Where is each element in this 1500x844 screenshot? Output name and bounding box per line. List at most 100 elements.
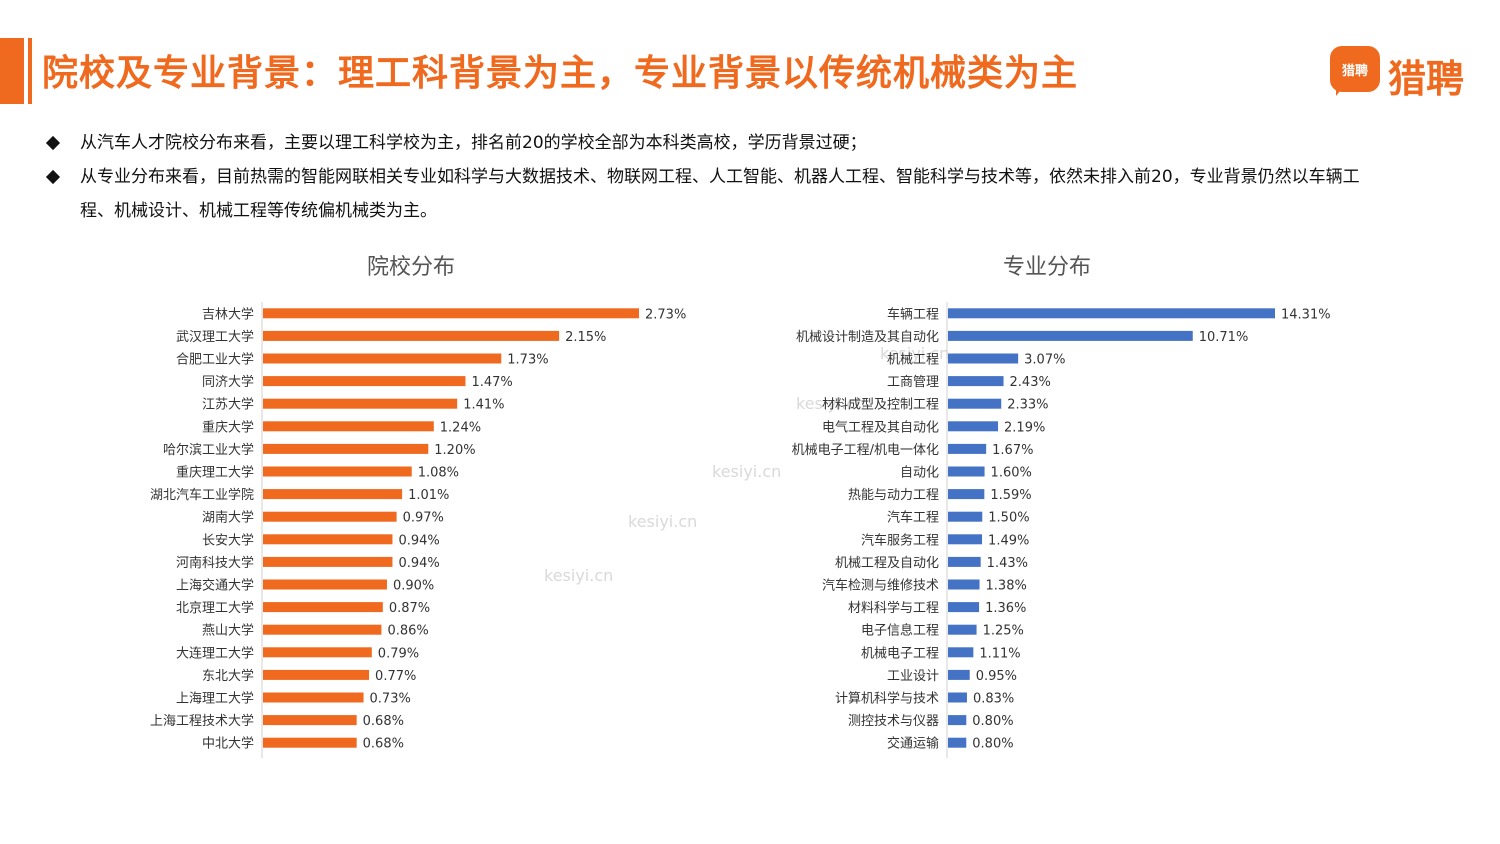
data-label: 2.43% [1010, 375, 1051, 390]
category-label: 机械电子工程/机电一体化 [792, 443, 939, 458]
bar [948, 330, 1193, 341]
category-label: 河南科技大学 [176, 555, 254, 571]
bullet-text: 从专业分布来看，目前热需的智能网联相关专业如科学与大数据技术、物联网工程、人工智… [80, 167, 1360, 221]
bar [263, 443, 429, 454]
bullet-item: 从专业分布来看，目前热需的智能网联相关专业如科学与大数据技术、物联网工程、人工智… [44, 160, 1374, 228]
data-label: 2.19% [1004, 420, 1045, 435]
category-label: 汽车工程 [887, 510, 939, 526]
bar [948, 624, 977, 635]
bar [263, 466, 412, 477]
bar [263, 669, 370, 680]
category-label: 机械工程 [887, 353, 939, 368]
data-label: 10.71% [1199, 330, 1249, 345]
category-label: 上海交通大学 [176, 578, 254, 594]
data-label: 1.11% [979, 646, 1020, 661]
category-label: 燕山大学 [202, 623, 254, 639]
bar [263, 737, 357, 748]
data-label: 1.01% [408, 488, 449, 503]
data-label: 0.83% [973, 692, 1014, 707]
data-label: 0.68% [363, 737, 404, 752]
bar [948, 511, 983, 522]
data-label: 1.36% [985, 601, 1026, 616]
bar [948, 308, 1275, 319]
watermark: kesiyi.cn [880, 344, 950, 363]
bar [948, 647, 974, 658]
page-title: 院校及专业背景：理工科背景为主，专业背景以传统机械类为主 [42, 53, 1079, 94]
bar [263, 308, 639, 319]
category-label: 电气工程及其自动化 [822, 419, 939, 435]
bar [948, 556, 981, 567]
category-label: 材料科学与工程 [848, 600, 939, 616]
bar [948, 353, 1019, 364]
bar [948, 692, 967, 703]
bar [263, 398, 458, 409]
bar [948, 443, 987, 454]
data-label: 1.60% [991, 466, 1032, 481]
category-label: 电子信息工程 [861, 623, 939, 639]
bar [263, 692, 364, 703]
category-label: 重庆大学 [202, 419, 254, 435]
category-label: 中北大学 [202, 736, 254, 752]
bar [948, 466, 985, 477]
data-label: 1.25% [983, 624, 1024, 639]
data-label: 14.31% [1281, 307, 1331, 322]
data-label: 2.15% [565, 330, 606, 345]
category-label: 重庆理工大学 [176, 465, 254, 481]
title-accent-line [28, 38, 32, 104]
watermark: kesiyi.cn [628, 512, 698, 531]
category-label: 武汉理工大学 [176, 329, 254, 345]
data-label: 1.38% [986, 579, 1027, 594]
category-label: 工业设计 [887, 669, 939, 684]
bar [263, 376, 466, 387]
bar [948, 669, 970, 680]
bar [948, 579, 980, 590]
data-label: 0.73% [370, 692, 411, 707]
data-label: 0.97% [403, 511, 444, 526]
data-label: 1.73% [507, 353, 548, 368]
bar [263, 647, 372, 658]
bar [948, 376, 1004, 387]
category-label: 湖南大学 [202, 510, 254, 526]
bar [263, 330, 560, 341]
data-label: 0.79% [378, 646, 419, 661]
data-label: 1.43% [987, 556, 1028, 571]
category-label: 机械电子工程 [861, 646, 939, 661]
bar [263, 421, 434, 432]
category-label: 热能与动力工程 [848, 488, 939, 503]
data-label: 1.50% [988, 511, 1029, 526]
bar [948, 534, 983, 545]
logo-badge-tail [1336, 86, 1344, 96]
data-label: 0.77% [375, 669, 416, 684]
data-label: 0.68% [363, 714, 404, 729]
category-label: 哈尔滨工业大学 [163, 442, 254, 458]
data-label: 1.08% [418, 466, 459, 481]
category-label: 工商管理 [887, 375, 939, 390]
data-label: 0.87% [389, 601, 430, 616]
data-label: 0.90% [393, 579, 434, 594]
data-label: 0.80% [972, 737, 1013, 752]
data-label: 0.94% [398, 533, 439, 548]
category-label: 车辆工程 [887, 306, 939, 322]
bar [948, 715, 967, 726]
category-label: 上海工程技术大学 [150, 713, 254, 729]
category-label: 东北大学 [202, 668, 254, 684]
summary-bullets: 从汽车人才院校分布来看，主要以理工科学校为主，排名前20的学校全部为本科类高校，… [44, 126, 1374, 228]
chart-title: 院校分布 [367, 255, 455, 280]
data-label: 1.59% [990, 488, 1031, 503]
category-label: 交通运输 [887, 736, 939, 752]
category-label: 江苏大学 [202, 397, 254, 413]
category-label: 湖北汽车工业学院 [150, 487, 254, 503]
data-label: 1.20% [434, 443, 475, 458]
logo-badge: 猎聘 [1330, 46, 1380, 92]
data-label: 1.41% [463, 398, 504, 413]
category-label: 上海理工大学 [176, 691, 254, 707]
category-label: 长安大学 [202, 532, 254, 548]
data-label: 3.07% [1024, 353, 1065, 368]
chart-title: 专业分布 [1003, 255, 1091, 280]
bar [263, 556, 393, 567]
data-label: 0.95% [976, 669, 1017, 684]
category-label: 机械工程及自动化 [835, 556, 939, 571]
category-label: 机械设计制造及其自动化 [796, 330, 939, 345]
category-label: 吉林大学 [202, 306, 254, 322]
